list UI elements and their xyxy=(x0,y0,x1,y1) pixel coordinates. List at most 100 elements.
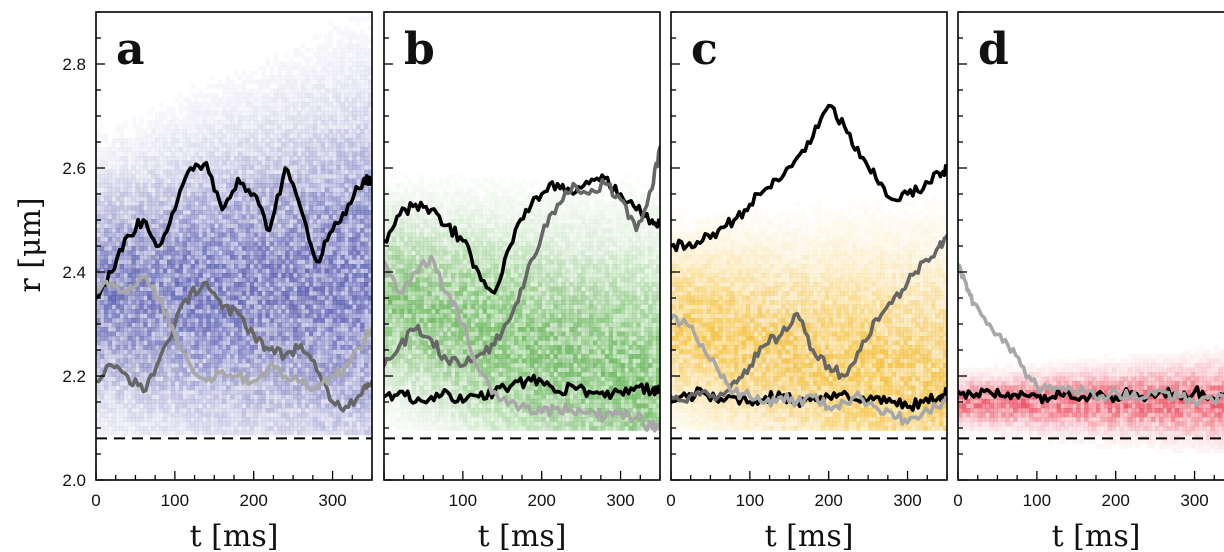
density-cell xyxy=(245,426,251,431)
density-cell xyxy=(155,304,160,310)
density-cell xyxy=(316,246,322,251)
density-cell xyxy=(324,313,329,319)
density-cell xyxy=(127,156,132,161)
density-cell xyxy=(285,259,290,265)
density-cell xyxy=(103,268,109,274)
density-cell xyxy=(304,169,310,175)
density-cell xyxy=(265,273,270,278)
density-cell xyxy=(344,43,349,49)
density-cell xyxy=(198,304,203,310)
density-cell xyxy=(328,322,333,328)
density-cell xyxy=(186,417,191,422)
density-cell xyxy=(139,183,144,188)
density-cell xyxy=(163,430,168,436)
density-cell xyxy=(237,120,243,125)
density-cell xyxy=(218,246,223,251)
density-cell xyxy=(198,394,203,400)
density-cell xyxy=(234,399,239,404)
density-cell xyxy=(127,318,132,323)
density-cell xyxy=(202,165,207,170)
density-cell xyxy=(174,394,180,400)
density-cell xyxy=(206,390,211,395)
density-cell xyxy=(210,201,215,206)
density-cell xyxy=(151,300,156,305)
density-cell xyxy=(178,214,184,220)
density-cell xyxy=(312,115,318,121)
density-cell xyxy=(182,336,187,341)
density-cell xyxy=(155,178,160,184)
density-cell xyxy=(111,349,117,355)
density-cell xyxy=(210,196,215,202)
density-cell xyxy=(178,300,184,305)
density-cell xyxy=(159,403,164,409)
density-cell xyxy=(241,129,247,134)
density-cell xyxy=(159,205,164,211)
density-cell xyxy=(269,300,274,305)
density-cell xyxy=(107,156,113,161)
density-cell xyxy=(139,390,144,395)
density-cell xyxy=(348,66,353,71)
density-cell xyxy=(96,430,101,436)
density-cell xyxy=(348,102,353,107)
density-cell xyxy=(214,255,219,260)
density-cell xyxy=(206,214,211,220)
density-cell xyxy=(297,133,302,139)
density-cell xyxy=(289,214,294,220)
density-cell xyxy=(234,219,239,224)
density-cell xyxy=(234,273,239,278)
density-cell xyxy=(301,66,306,71)
density-cell xyxy=(293,399,298,404)
density-cell xyxy=(281,426,286,431)
density-cell xyxy=(115,318,120,323)
density-cell xyxy=(226,228,231,233)
density-cell xyxy=(261,160,266,166)
density-cell xyxy=(277,120,282,125)
density-cell xyxy=(261,268,266,274)
density-cell xyxy=(226,358,231,364)
density-cell xyxy=(253,255,258,260)
density-cell xyxy=(328,196,333,202)
density-cell xyxy=(123,250,128,256)
density-cell xyxy=(166,205,172,211)
density-cell xyxy=(328,264,333,269)
density-cell xyxy=(206,408,211,413)
density-cell xyxy=(206,354,211,359)
density-cell xyxy=(120,152,124,157)
density-cell xyxy=(289,367,294,373)
density-cell xyxy=(159,408,164,413)
density-cell xyxy=(226,259,231,265)
density-cell xyxy=(237,426,243,431)
density-cell xyxy=(285,174,290,179)
density-cell xyxy=(174,430,180,436)
density-cell xyxy=(237,277,243,283)
density-cell xyxy=(206,241,211,247)
density-cell xyxy=(115,372,120,377)
density-cell xyxy=(139,187,144,193)
density-cell xyxy=(182,196,187,202)
density-cell xyxy=(159,291,164,296)
density-cell xyxy=(340,259,345,265)
density-cell xyxy=(293,138,298,143)
density-cell xyxy=(301,412,306,418)
density-cell xyxy=(293,223,298,229)
density-cell xyxy=(273,88,278,94)
density-cell xyxy=(151,246,156,251)
density-cell xyxy=(166,363,172,368)
density-cell xyxy=(170,219,176,224)
density-cell xyxy=(202,381,207,386)
density-cell xyxy=(139,151,144,157)
density-cell xyxy=(159,264,164,269)
density-cell xyxy=(340,223,345,229)
density-cell xyxy=(285,295,290,301)
density-cell xyxy=(170,147,176,152)
density-cell xyxy=(234,255,239,260)
density-cell xyxy=(320,417,325,422)
density-cell xyxy=(111,210,117,215)
density-cell xyxy=(96,277,101,283)
density-cell xyxy=(320,214,325,220)
density-cell xyxy=(312,268,318,274)
density-cell xyxy=(344,313,349,319)
density-cell xyxy=(143,228,148,233)
density-cell xyxy=(316,264,322,269)
density-cell xyxy=(103,219,109,224)
